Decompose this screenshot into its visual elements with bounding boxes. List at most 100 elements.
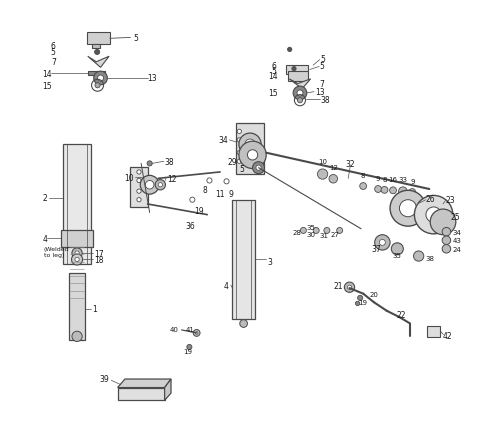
Circle shape	[252, 162, 264, 174]
Text: 19: 19	[184, 348, 192, 354]
Polygon shape	[118, 379, 171, 388]
Circle shape	[248, 150, 258, 161]
Text: 5: 5	[134, 34, 138, 43]
Text: 30: 30	[306, 231, 316, 237]
Text: 42: 42	[443, 331, 452, 340]
Circle shape	[237, 160, 242, 164]
Circle shape	[237, 151, 242, 155]
Circle shape	[292, 67, 296, 72]
Circle shape	[400, 200, 416, 217]
Text: 38: 38	[425, 256, 434, 262]
Text: 26: 26	[426, 195, 436, 204]
Text: 24: 24	[453, 246, 462, 252]
Circle shape	[392, 243, 404, 255]
Circle shape	[348, 285, 352, 290]
Text: 18: 18	[94, 255, 104, 265]
Text: 9: 9	[376, 176, 380, 181]
Circle shape	[147, 161, 152, 167]
Text: 22: 22	[397, 311, 406, 320]
Bar	[69, 273, 85, 340]
Text: 43: 43	[453, 238, 462, 244]
Text: to leg): to leg)	[44, 252, 64, 257]
Text: 41: 41	[186, 326, 194, 332]
Bar	[88, 72, 105, 76]
Circle shape	[300, 228, 306, 234]
Circle shape	[245, 140, 255, 150]
Circle shape	[356, 302, 360, 306]
Text: 8: 8	[382, 176, 387, 182]
Text: 32: 32	[346, 159, 355, 169]
Circle shape	[442, 228, 450, 236]
Bar	[86, 33, 110, 45]
Text: 38: 38	[320, 95, 330, 105]
Circle shape	[256, 166, 261, 171]
Text: 34: 34	[453, 229, 462, 235]
Polygon shape	[164, 379, 171, 400]
Circle shape	[318, 170, 328, 180]
Circle shape	[344, 282, 354, 293]
Text: 12: 12	[166, 174, 176, 184]
Circle shape	[193, 330, 200, 337]
Circle shape	[137, 198, 141, 202]
Circle shape	[224, 179, 229, 184]
Text: 40: 40	[170, 326, 178, 332]
Text: 11: 11	[216, 189, 225, 199]
Text: 15: 15	[268, 89, 278, 98]
Bar	[236, 124, 264, 175]
Circle shape	[128, 390, 137, 398]
Circle shape	[414, 251, 424, 262]
Text: 6: 6	[271, 61, 276, 71]
Circle shape	[374, 235, 390, 250]
Circle shape	[196, 332, 198, 334]
Circle shape	[158, 183, 162, 187]
Bar	[92, 45, 100, 49]
Polygon shape	[88, 57, 109, 68]
Circle shape	[414, 196, 453, 234]
Circle shape	[398, 187, 407, 196]
Text: 8: 8	[203, 185, 207, 194]
Text: 29: 29	[228, 157, 237, 167]
Circle shape	[381, 187, 388, 194]
Circle shape	[409, 189, 416, 196]
Circle shape	[75, 251, 79, 256]
Circle shape	[187, 345, 192, 350]
Circle shape	[190, 198, 195, 203]
Circle shape	[336, 228, 342, 234]
Text: 20: 20	[370, 291, 378, 297]
Circle shape	[98, 76, 103, 82]
Text: 19: 19	[194, 206, 203, 216]
Text: 4: 4	[43, 234, 48, 243]
Circle shape	[72, 254, 83, 265]
Text: 35: 35	[306, 225, 315, 231]
Text: 23: 23	[446, 196, 455, 205]
Circle shape	[72, 331, 82, 342]
Circle shape	[137, 179, 141, 183]
Circle shape	[155, 180, 166, 190]
Text: 10: 10	[124, 173, 134, 183]
Text: 14: 14	[268, 72, 278, 81]
Text: 12: 12	[329, 164, 338, 170]
Bar	[427, 326, 440, 337]
Text: 5: 5	[319, 61, 324, 71]
Circle shape	[298, 98, 302, 104]
Circle shape	[358, 296, 362, 301]
Text: 3: 3	[267, 257, 272, 267]
Circle shape	[137, 190, 141, 194]
Text: 19: 19	[358, 299, 368, 305]
Circle shape	[360, 183, 366, 190]
Text: 9: 9	[228, 189, 233, 199]
Bar	[63, 145, 91, 264]
Circle shape	[329, 175, 338, 184]
Bar	[232, 200, 256, 320]
Text: 33: 33	[398, 177, 407, 183]
Text: 15: 15	[42, 81, 51, 91]
Circle shape	[95, 83, 100, 89]
Text: 21: 21	[334, 282, 343, 291]
Text: 13: 13	[148, 74, 157, 83]
Circle shape	[94, 72, 108, 86]
Circle shape	[146, 390, 154, 398]
Circle shape	[288, 48, 292, 52]
Circle shape	[239, 142, 266, 169]
Text: 27: 27	[331, 231, 340, 237]
Text: 36: 36	[186, 221, 195, 230]
